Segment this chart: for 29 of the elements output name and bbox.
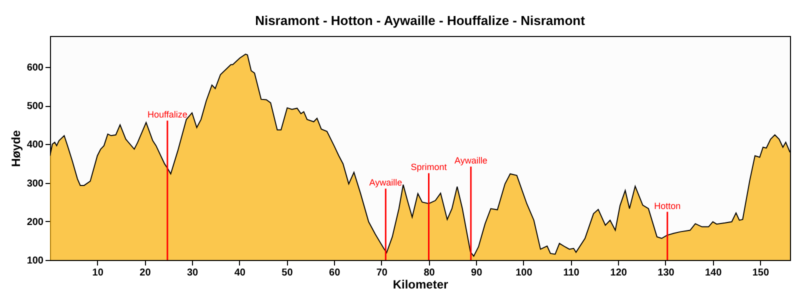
y-tick-label: 300 <box>26 178 44 190</box>
y-tick-label: 600 <box>26 62 44 74</box>
ref-line-label: Aywaille <box>369 178 402 188</box>
x-axis-title: Kilometer <box>392 278 448 292</box>
x-tick-label: 30 <box>186 268 199 278</box>
x-tick-label: 120 <box>610 268 628 278</box>
x-tick-label: 110 <box>563 268 580 278</box>
x-tick-label: 90 <box>471 268 483 278</box>
ref-line-label: Hotton <box>654 200 681 211</box>
x-tick-label: 130 <box>658 268 675 278</box>
y-tick-label: 500 <box>26 101 44 112</box>
y-tick-label: 200 <box>26 216 44 228</box>
ref-line-label: Houffalize <box>147 110 188 120</box>
x-tick-label: 20 <box>140 268 152 278</box>
x-tick-label: 150 <box>752 268 770 278</box>
x-tick-label: 50 <box>282 268 294 278</box>
x-tick-label: 70 <box>376 268 388 278</box>
ref-line-label: Aywaille <box>454 156 488 166</box>
chart-title: Nisramont - Hotton - Aywaille - Houffalize - Nisramont <box>255 13 586 28</box>
x-tick-label: 60 <box>329 268 341 278</box>
y-tick-label: 400 <box>26 140 44 151</box>
x-tick-label: 100 <box>516 268 533 278</box>
x-tick-label: 140 <box>704 268 722 278</box>
ref-line-label: Sprimont <box>410 162 448 172</box>
x-tick-label: 10 <box>92 268 104 278</box>
y-tick-label: 100 <box>26 256 44 266</box>
x-tick-label: 80 <box>424 268 436 278</box>
y-axis-title: Høyde <box>8 130 23 167</box>
x-tick-label: 40 <box>234 268 246 278</box>
